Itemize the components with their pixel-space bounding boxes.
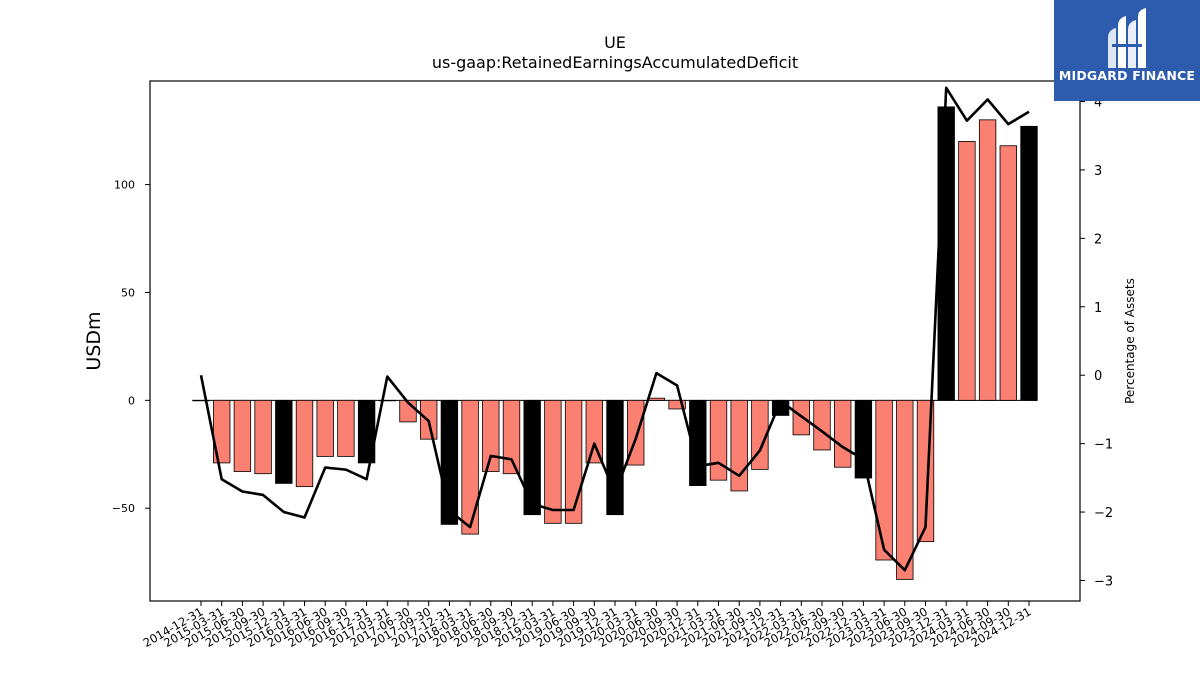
bar-2023-06-30 bbox=[896, 399, 914, 580]
y-axis-label: USDm bbox=[83, 311, 105, 370]
bar-2024-09-30 bbox=[999, 145, 1017, 401]
y2-tick-label: 4 bbox=[1094, 96, 1102, 111]
bar-2017-03-31 bbox=[378, 399, 396, 402]
pct-assets-line bbox=[199, 86, 1030, 572]
y-tick-labels: −50 0 50 100 bbox=[112, 179, 150, 515]
y2-tick-label: −1 bbox=[1094, 438, 1113, 453]
brand-logo: MIDGARD FINANCE bbox=[1054, 0, 1200, 101]
y2-tick-label: 3 bbox=[1094, 164, 1102, 179]
line-group bbox=[199, 86, 1030, 572]
chart-title: UE bbox=[604, 33, 626, 52]
bar-2015-12-31 bbox=[275, 399, 293, 484]
bar-group bbox=[192, 106, 1038, 580]
bar-2018-03-31 bbox=[461, 399, 479, 535]
bar-2016-09-30 bbox=[337, 399, 355, 457]
bar-2021-06-30 bbox=[730, 399, 748, 492]
logo-text: MIDGARD FINANCE bbox=[1058, 68, 1196, 83]
y2-tick-label: 0 bbox=[1094, 369, 1102, 384]
bar-2023-12-31 bbox=[937, 106, 955, 401]
bar-2020-09-30 bbox=[668, 399, 686, 410]
bar-2022-06-30 bbox=[813, 399, 831, 451]
bar-2015-06-30 bbox=[233, 399, 252, 472]
y2-axis-label: Percentage of Assets bbox=[1123, 278, 1137, 404]
y2-tick-label: −3 bbox=[1094, 574, 1113, 589]
bar-2019-06-30 bbox=[564, 399, 583, 524]
y2-tick-label: 1 bbox=[1094, 301, 1102, 316]
bar-2018-06-30 bbox=[482, 399, 500, 472]
bar-2018-09-30 bbox=[502, 399, 521, 475]
bar-2016-03-31 bbox=[295, 399, 314, 488]
x-tick-labels: 2014-12-312015-03-312015-06-302015-09-30… bbox=[141, 601, 1034, 650]
y-tick-label: 100 bbox=[114, 179, 135, 192]
bar-2021-09-30 bbox=[751, 399, 769, 470]
bar-2021-03-31 bbox=[709, 399, 728, 481]
chart-subtitle: us-gaap:RetainedEarningsAccumulatedDefic… bbox=[432, 53, 798, 72]
bar-2024-12-31 bbox=[1020, 125, 1038, 401]
y2-tick-labels: −3 −2 −1 0 1 2 3 4 bbox=[1080, 96, 1113, 589]
bar-2019-12-31 bbox=[606, 399, 624, 516]
y2-tick-label: 2 bbox=[1094, 232, 1102, 247]
bar-2019-03-31 bbox=[544, 399, 562, 524]
bar-2020-06-30 bbox=[647, 397, 666, 401]
bar-2015-09-30 bbox=[254, 399, 272, 475]
bar-2022-12-31 bbox=[854, 399, 873, 479]
bar-2024-06-30 bbox=[978, 119, 997, 401]
y-tick-label: 50 bbox=[121, 286, 135, 299]
y2-tick-label: −2 bbox=[1094, 506, 1113, 521]
y-tick-label: −50 bbox=[112, 502, 135, 515]
y-tick-label: 0 bbox=[128, 394, 135, 407]
bar-2018-12-31 bbox=[523, 399, 541, 516]
bar-2022-09-30 bbox=[834, 399, 852, 468]
bar-2016-06-30 bbox=[316, 399, 334, 457]
midgard-logo-icon bbox=[1108, 8, 1146, 68]
bar-2023-03-31 bbox=[875, 399, 893, 561]
bar-2019-09-30 bbox=[585, 399, 603, 464]
bar-2014-12-31 bbox=[192, 399, 210, 402]
bar-2024-03-31 bbox=[958, 141, 976, 401]
